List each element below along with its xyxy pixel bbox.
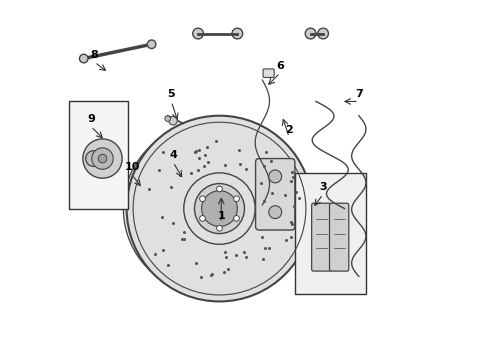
Text: 2: 2	[285, 125, 292, 135]
FancyBboxPatch shape	[311, 203, 330, 271]
Circle shape	[85, 151, 101, 166]
Circle shape	[199, 216, 205, 221]
Circle shape	[201, 191, 237, 226]
Text: 9: 9	[87, 114, 95, 124]
Bar	[69, 102, 128, 208]
Circle shape	[194, 184, 244, 234]
Circle shape	[268, 206, 281, 219]
Circle shape	[305, 28, 315, 39]
Circle shape	[268, 170, 281, 183]
Text: 4: 4	[169, 150, 177, 160]
Circle shape	[126, 116, 312, 301]
Circle shape	[92, 148, 113, 169]
Circle shape	[80, 54, 88, 63]
Bar	[294, 173, 365, 294]
Circle shape	[82, 139, 122, 178]
Text: 3: 3	[319, 182, 326, 192]
Circle shape	[168, 116, 177, 125]
Circle shape	[164, 116, 170, 121]
Circle shape	[233, 196, 239, 202]
FancyBboxPatch shape	[329, 203, 348, 271]
Polygon shape	[123, 123, 282, 294]
Text: 10: 10	[124, 162, 140, 172]
Circle shape	[231, 28, 242, 39]
FancyBboxPatch shape	[263, 69, 274, 77]
Circle shape	[216, 225, 222, 231]
Circle shape	[199, 196, 205, 202]
Circle shape	[233, 216, 239, 221]
Circle shape	[98, 154, 106, 163]
Text: 6: 6	[276, 61, 284, 71]
Text: 1: 1	[217, 211, 224, 221]
Circle shape	[192, 28, 203, 39]
Text: 7: 7	[354, 89, 362, 99]
Circle shape	[317, 28, 328, 39]
FancyBboxPatch shape	[255, 158, 294, 230]
Text: 5: 5	[167, 89, 175, 99]
Circle shape	[147, 40, 156, 49]
Circle shape	[216, 186, 222, 192]
Text: 8: 8	[90, 50, 98, 60]
